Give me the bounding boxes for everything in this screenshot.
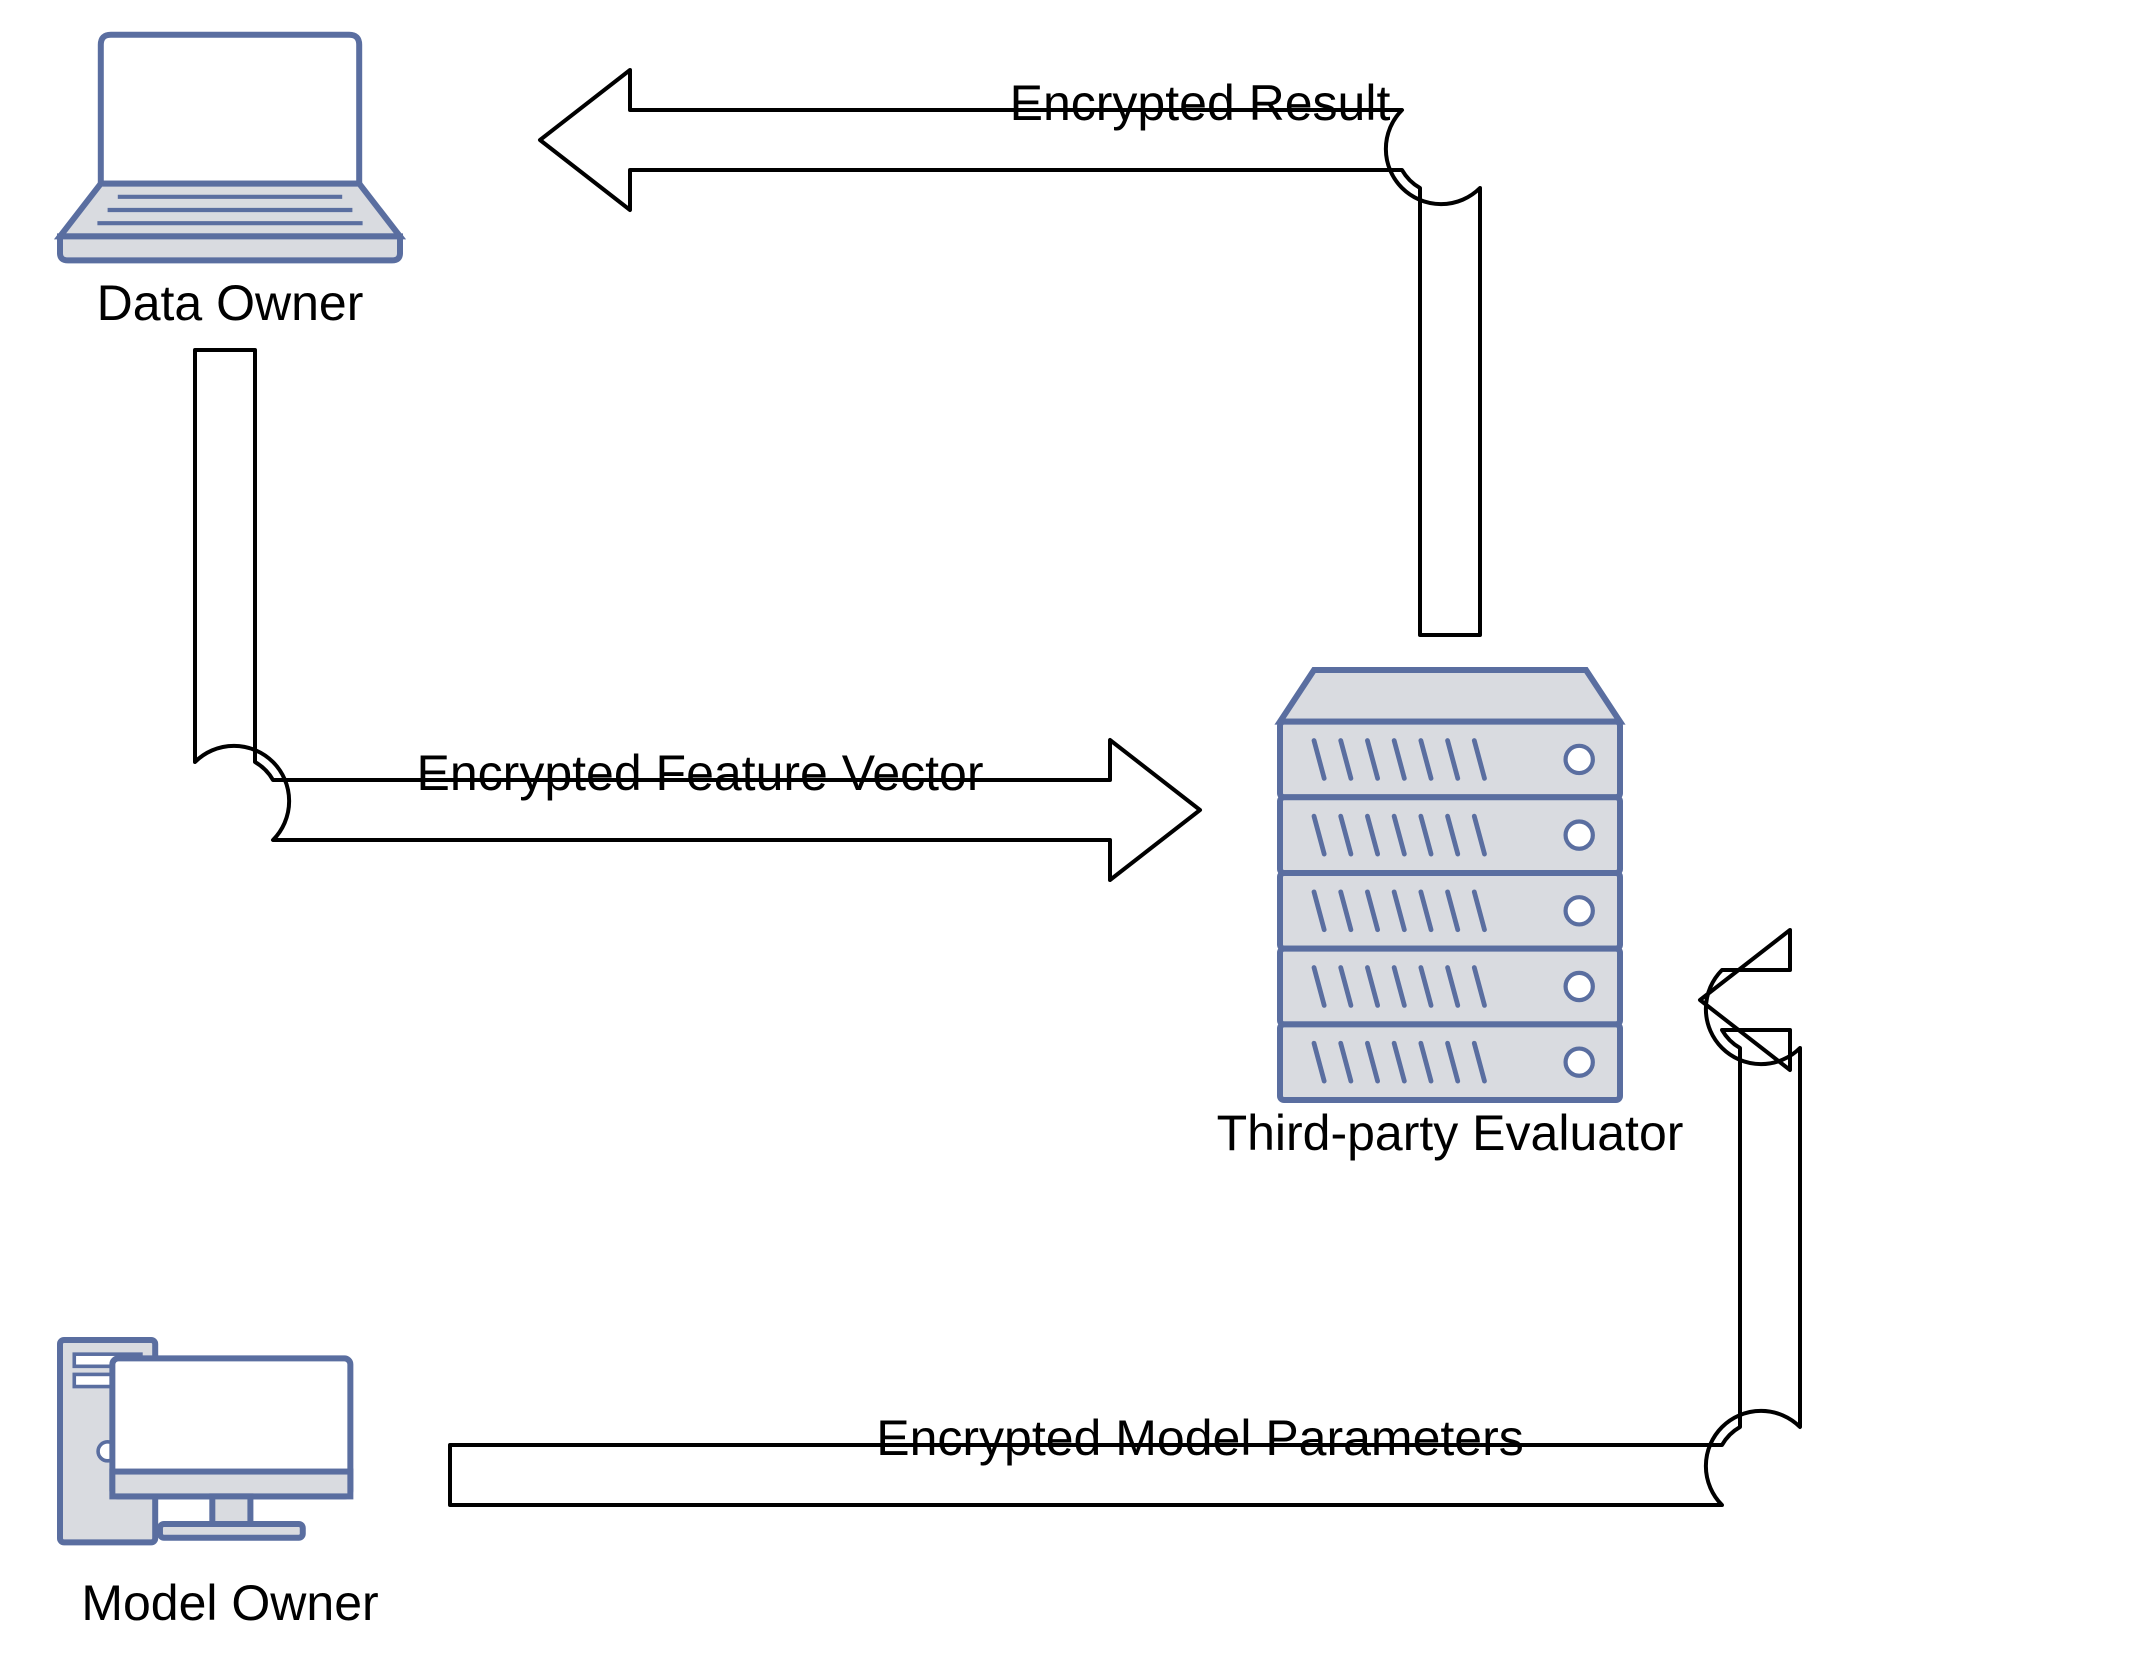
arrow-encrypted-result bbox=[540, 70, 1480, 635]
server-icon bbox=[1280, 670, 1620, 1100]
label-encrypted-result: Encrypted Result bbox=[1010, 75, 1391, 131]
desktop-icon bbox=[60, 1340, 350, 1542]
label-third-party-evaluator: Third-party Evaluator bbox=[1217, 1105, 1684, 1161]
label-encrypted-feature-vector: Encrypted Feature Vector bbox=[417, 745, 984, 801]
laptop-icon bbox=[60, 35, 400, 261]
label-data-owner: Data Owner bbox=[97, 275, 364, 331]
label-model-owner: Model Owner bbox=[81, 1575, 378, 1631]
label-encrypted-model-parameters: Encrypted Model Parameters bbox=[876, 1410, 1524, 1466]
